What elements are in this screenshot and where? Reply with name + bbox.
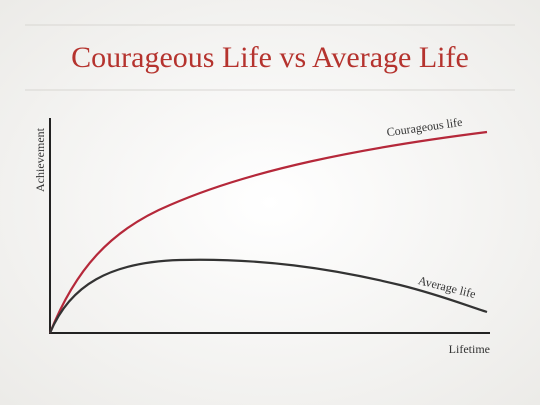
x-axis-label: Lifetime xyxy=(449,342,490,356)
courageous-curve xyxy=(48,130,488,334)
y-axis-label: Achievement xyxy=(33,127,47,192)
slide-title: Courageous Life vs Average Life xyxy=(71,41,469,74)
average-curve xyxy=(48,258,488,334)
